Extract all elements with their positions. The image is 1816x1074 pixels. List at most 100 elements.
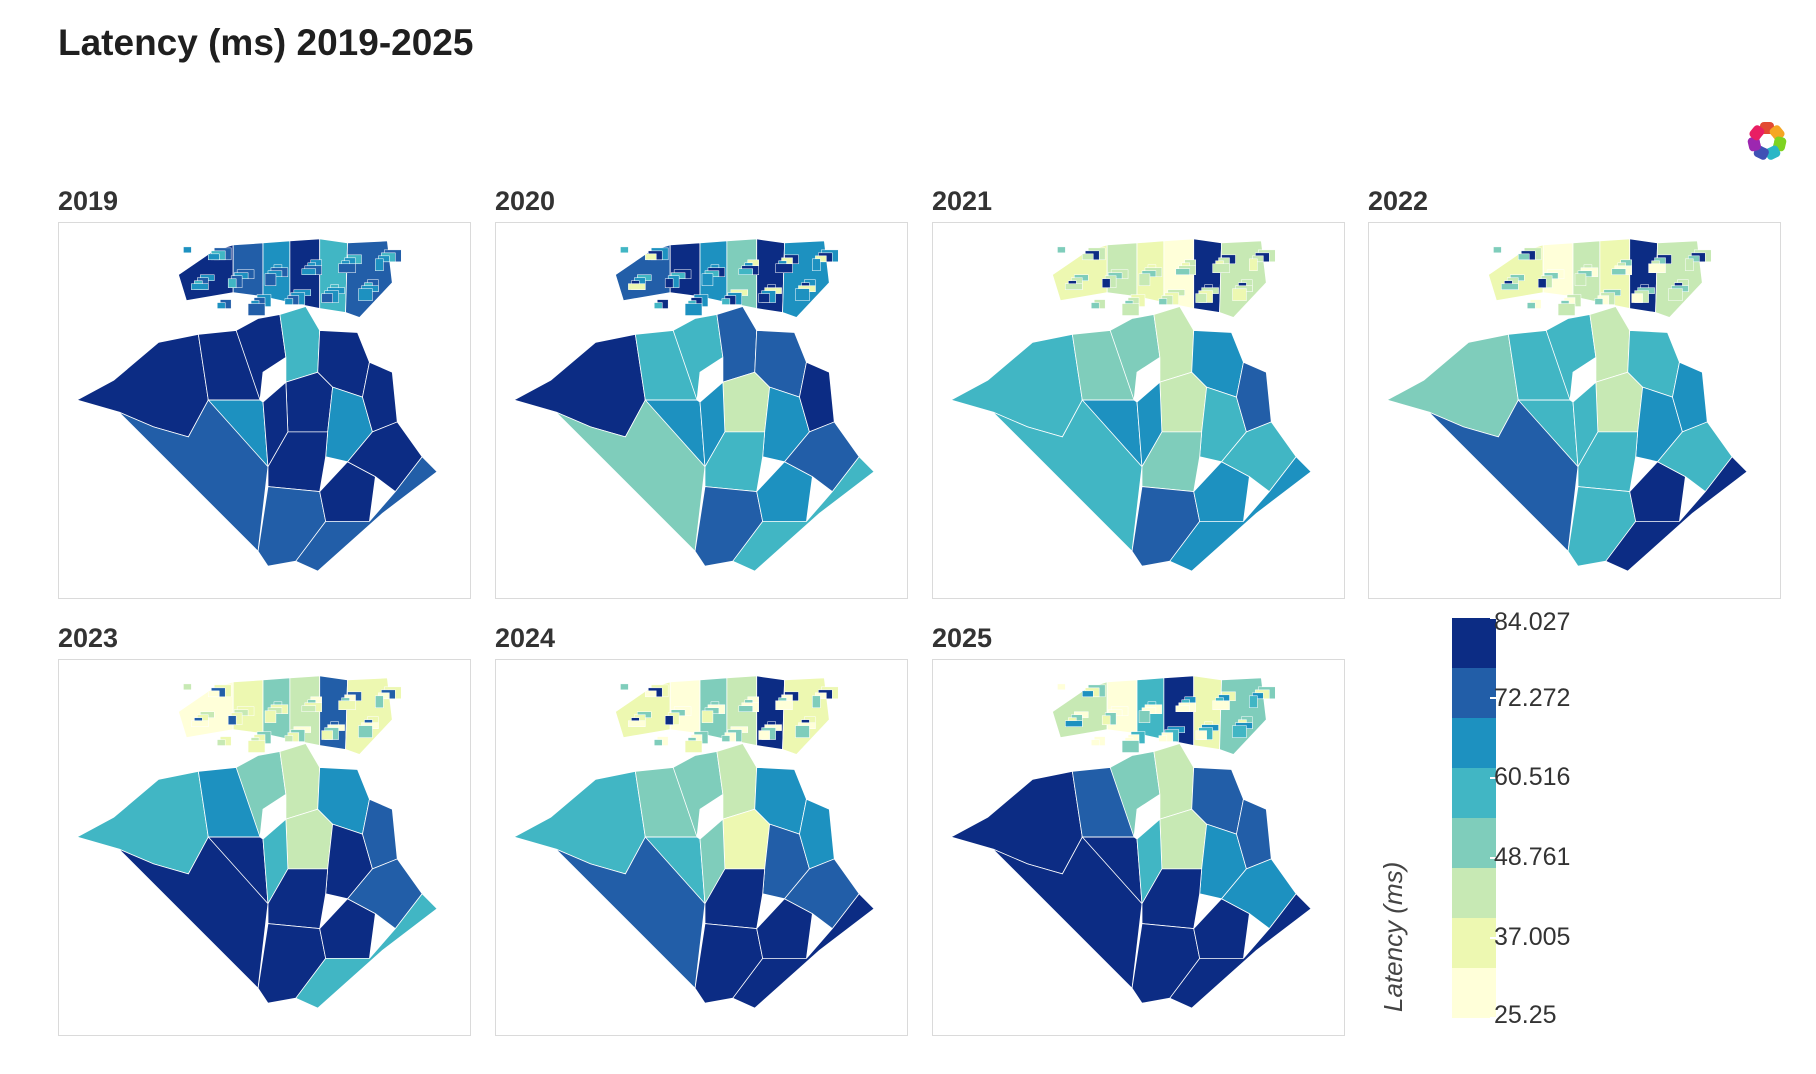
- district[interactable]: [1158, 735, 1168, 742]
- district[interactable]: [375, 258, 384, 271]
- district[interactable]: [1175, 268, 1190, 275]
- district[interactable]: [208, 253, 220, 261]
- region-13[interactable]: [319, 461, 376, 522]
- district[interactable]: [284, 735, 294, 742]
- district[interactable]: [1232, 725, 1247, 738]
- district[interactable]: [684, 740, 703, 753]
- district[interactable]: [321, 730, 333, 740]
- region-7[interactable]: [1159, 371, 1208, 433]
- map-panel-2022[interactable]: [1368, 222, 1781, 599]
- choropleth-map-2021[interactable]: [933, 223, 1344, 598]
- region-16[interactable]: [295, 456, 438, 572]
- choropleth-map-2019[interactable]: [59, 223, 470, 598]
- district[interactable]: [1537, 278, 1547, 288]
- district[interactable]: [1091, 302, 1100, 309]
- map-panel-2023[interactable]: [58, 659, 471, 1036]
- district[interactable]: [247, 740, 266, 753]
- region-14[interactable]: [1672, 361, 1708, 433]
- district[interactable]: [1493, 246, 1502, 254]
- district[interactable]: [1249, 695, 1258, 708]
- district[interactable]: [684, 303, 703, 316]
- region-1[interactable]: [75, 770, 209, 875]
- district[interactable]: [1091, 739, 1100, 746]
- region-7[interactable]: [722, 371, 771, 433]
- region-1[interactable]: [949, 333, 1083, 438]
- district[interactable]: [1138, 273, 1151, 286]
- region-14[interactable]: [799, 798, 835, 870]
- choropleth-map-2023[interactable]: [59, 660, 470, 1035]
- district[interactable]: [183, 246, 192, 254]
- region-14[interactable]: [799, 361, 835, 433]
- region-13[interactable]: [756, 898, 813, 959]
- district[interactable]: [1065, 720, 1083, 727]
- district[interactable]: [1195, 730, 1207, 740]
- district[interactable]: [183, 683, 192, 691]
- district[interactable]: [628, 720, 646, 727]
- region-6[interactable]: [1589, 306, 1631, 383]
- district[interactable]: [247, 303, 266, 316]
- map-panel-2024[interactable]: [495, 659, 908, 1036]
- choropleth-map-2020[interactable]: [496, 223, 907, 598]
- district[interactable]: [721, 735, 731, 742]
- region-14[interactable]: [1236, 361, 1272, 433]
- map-panel-2020[interactable]: [495, 222, 908, 599]
- district[interactable]: [645, 253, 657, 261]
- district[interactable]: [654, 302, 663, 309]
- district[interactable]: [338, 700, 356, 710]
- district[interactable]: [301, 705, 316, 712]
- district[interactable]: [738, 705, 753, 712]
- region-1[interactable]: [949, 770, 1083, 875]
- region-16[interactable]: [1605, 456, 1748, 572]
- district[interactable]: [775, 700, 793, 710]
- district[interactable]: [375, 695, 384, 708]
- district[interactable]: [628, 283, 646, 290]
- district[interactable]: [620, 246, 629, 254]
- region-7[interactable]: [285, 808, 334, 870]
- district[interactable]: [701, 273, 714, 286]
- district[interactable]: [1082, 690, 1094, 698]
- map-panel-2025[interactable]: [932, 659, 1345, 1036]
- district[interactable]: [1138, 710, 1151, 723]
- district[interactable]: [1527, 302, 1536, 309]
- district[interactable]: [1158, 298, 1168, 305]
- region-13[interactable]: [1193, 461, 1250, 522]
- region-7[interactable]: [285, 371, 334, 433]
- district[interactable]: [191, 283, 209, 290]
- district[interactable]: [1574, 273, 1587, 286]
- district[interactable]: [1057, 246, 1066, 254]
- region-1[interactable]: [512, 770, 646, 875]
- district[interactable]: [701, 710, 714, 723]
- district[interactable]: [1648, 263, 1666, 273]
- region-16[interactable]: [732, 456, 875, 572]
- district[interactable]: [1212, 700, 1230, 710]
- district[interactable]: [1121, 303, 1140, 316]
- district[interactable]: [645, 690, 657, 698]
- district[interactable]: [301, 268, 316, 275]
- region-7[interactable]: [1159, 808, 1208, 870]
- district[interactable]: [738, 268, 753, 275]
- district[interactable]: [1249, 258, 1258, 271]
- district[interactable]: [338, 263, 356, 273]
- region-16[interactable]: [1169, 893, 1312, 1009]
- district[interactable]: [1557, 303, 1576, 316]
- choropleth-map-2024[interactable]: [496, 660, 907, 1035]
- district[interactable]: [1611, 268, 1626, 275]
- region-7[interactable]: [722, 808, 771, 870]
- region-6[interactable]: [1153, 306, 1195, 383]
- region-14[interactable]: [362, 361, 398, 433]
- district[interactable]: [664, 278, 674, 288]
- district[interactable]: [795, 725, 810, 738]
- region-6[interactable]: [716, 306, 758, 383]
- district[interactable]: [1082, 253, 1094, 261]
- choropleth-map-2025[interactable]: [933, 660, 1344, 1035]
- district[interactable]: [758, 293, 770, 303]
- district[interactable]: [620, 683, 629, 691]
- district[interactable]: [227, 278, 237, 288]
- district[interactable]: [321, 293, 333, 303]
- district[interactable]: [812, 258, 821, 271]
- district[interactable]: [664, 715, 674, 725]
- district[interactable]: [358, 288, 373, 301]
- district[interactable]: [1175, 705, 1190, 712]
- district[interactable]: [264, 710, 277, 723]
- region-6[interactable]: [1153, 743, 1195, 820]
